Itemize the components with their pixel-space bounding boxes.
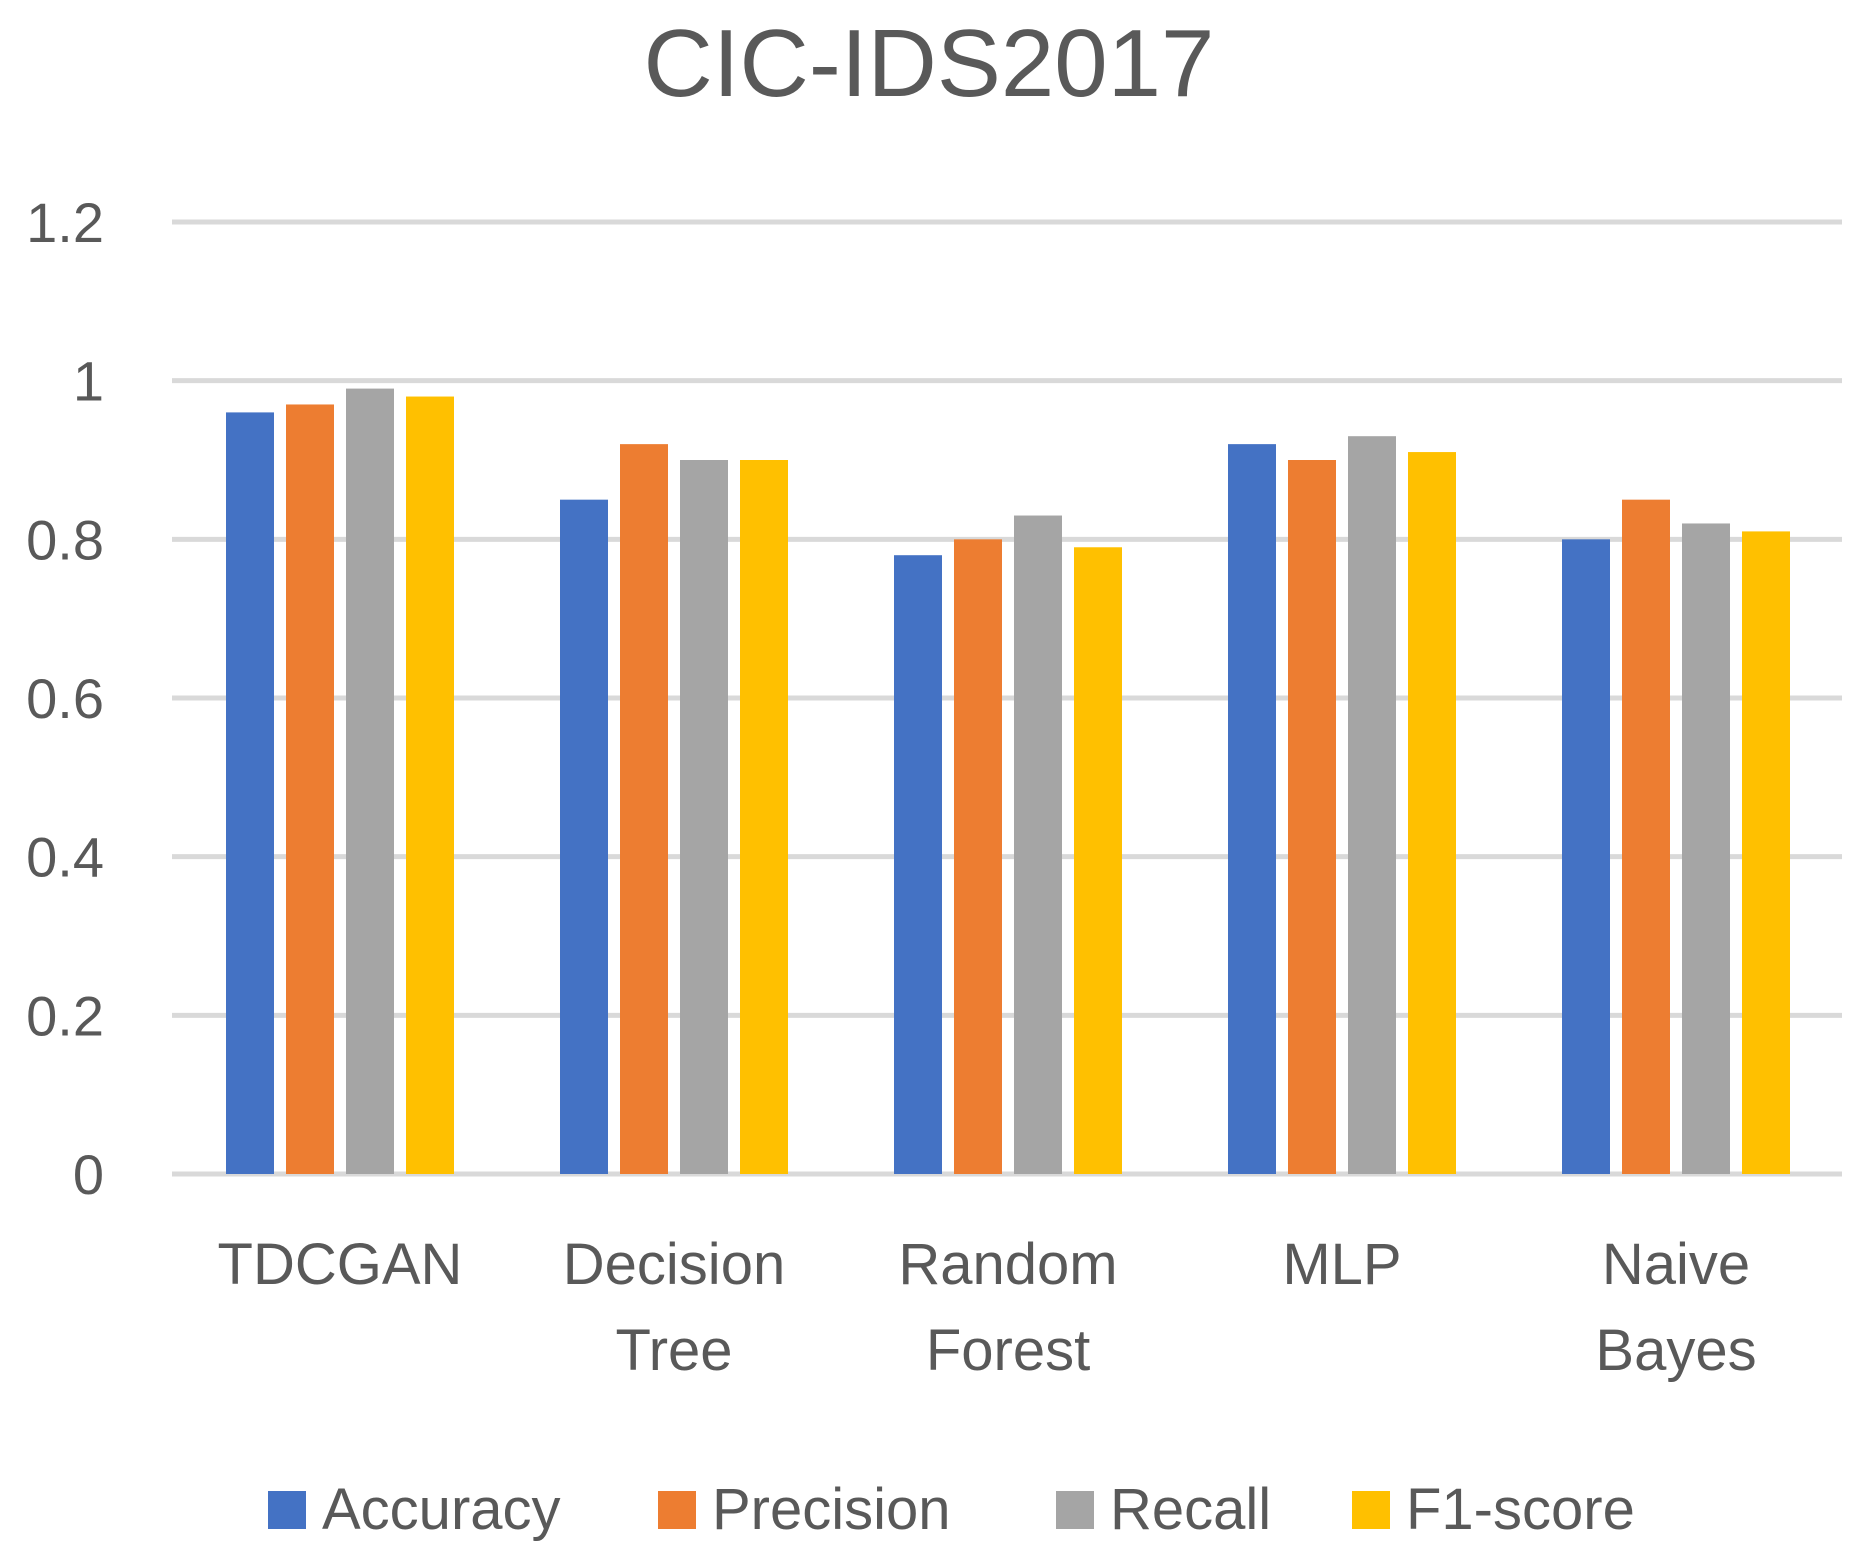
category-label-3: MLP	[1282, 1232, 1401, 1297]
bar-recall-0	[346, 388, 394, 1175]
bar-precision-4	[1622, 499, 1670, 1175]
bars	[226, 388, 1790, 1175]
bar-recall-2	[1014, 515, 1062, 1174]
x-axis-categories: TDCGAN Decision Tree Random Forest MLP Naive Ba…	[218, 1232, 1757, 1383]
legend-swatch-precision	[658, 1491, 696, 1529]
bar-precision-3	[1288, 460, 1336, 1174]
bar-accuracy-1	[560, 499, 608, 1175]
bar-f1-score-3	[1408, 452, 1456, 1175]
bar-accuracy-2	[894, 555, 942, 1174]
bar-f1-score-2	[1074, 547, 1122, 1174]
bar-recall-1	[680, 460, 728, 1174]
legend: Accuracy Precision Recall F1-score	[268, 1477, 1635, 1542]
legend-label-accuracy: Accuracy	[322, 1477, 561, 1542]
category-label-2: Random Forest	[898, 1232, 1117, 1383]
bar-accuracy-3	[1228, 444, 1276, 1175]
bar-accuracy-0	[226, 412, 274, 1174]
legend-label-recall: Recall	[1110, 1477, 1271, 1542]
category-label-1: Decision Tree	[563, 1232, 785, 1383]
legend-swatch-f1-score	[1352, 1491, 1390, 1529]
bar-precision-0	[286, 404, 334, 1174]
bar-precision-2	[954, 539, 1002, 1174]
bar-recall-4	[1682, 523, 1730, 1174]
bar-f1-score-4	[1742, 531, 1790, 1174]
legend-swatch-recall	[1056, 1491, 1094, 1529]
legend-label-precision: Precision	[712, 1477, 951, 1542]
y-tick-label-3: 0.6	[26, 667, 104, 730]
legend-swatch-accuracy	[268, 1491, 306, 1529]
category-label-0: TDCGAN	[218, 1232, 463, 1297]
y-tick-label-4: 0.8	[26, 508, 104, 571]
bar-accuracy-4	[1562, 539, 1610, 1174]
y-tick-label-6: 1.2	[26, 191, 104, 254]
bar-f1-score-0	[406, 396, 454, 1174]
y-tick-label-1: 0.2	[26, 984, 104, 1047]
chart-title: CIC-IDS2017	[644, 10, 1215, 117]
bar-recall-3	[1348, 436, 1396, 1174]
bar-f1-score-1	[740, 460, 788, 1174]
y-tick-label-5: 1	[73, 350, 104, 413]
bar-precision-1	[620, 444, 668, 1175]
y-tick-label-2: 0.4	[26, 826, 104, 889]
legend-label-f1-score: F1-score	[1406, 1477, 1635, 1542]
y-tick-label-0: 0	[73, 1143, 104, 1206]
category-label-4: Naive Bayes	[1595, 1232, 1756, 1383]
y-axis-ticks: 0 0.2 0.4 0.6 0.8 1 1.2	[26, 191, 104, 1206]
